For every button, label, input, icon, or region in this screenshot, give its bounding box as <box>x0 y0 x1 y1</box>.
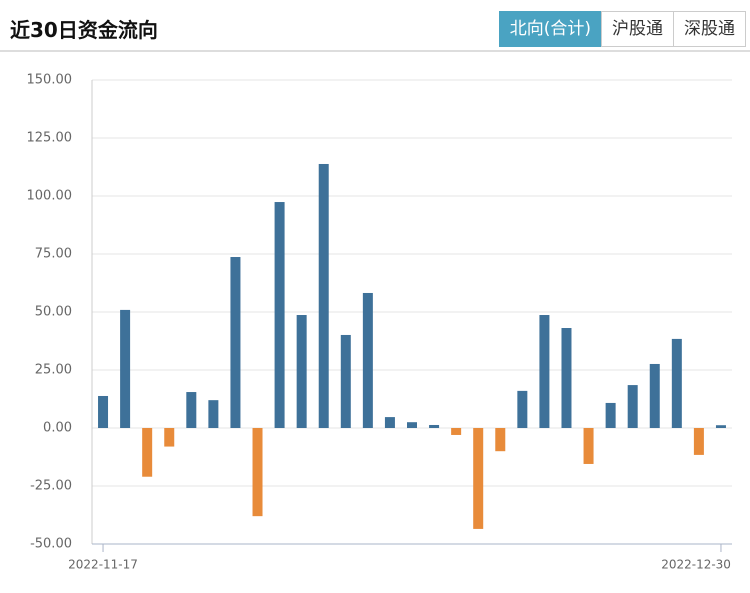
bar <box>517 390 528 428</box>
y-tick-label: -50.00 <box>30 537 72 552</box>
y-tick-label: 100.00 <box>27 189 73 204</box>
bar <box>693 428 704 455</box>
bar <box>230 257 241 428</box>
bar <box>473 428 484 529</box>
x-tick-label: 2022-12-30 <box>661 558 731 572</box>
bar <box>627 385 638 428</box>
tab[interactable]: 北向(合计) <box>498 11 602 47</box>
bar <box>407 422 417 428</box>
y-tick-label: 150.00 <box>27 73 73 88</box>
bar <box>429 424 440 428</box>
tab[interactable]: 深股通 <box>673 11 746 47</box>
y-tick-label: 0.00 <box>43 421 72 436</box>
bar <box>252 428 263 517</box>
y-tick-label: 125.00 <box>27 131 73 146</box>
bar <box>340 334 351 428</box>
bar <box>362 292 373 428</box>
bar <box>142 428 153 477</box>
bar <box>451 428 462 435</box>
bar <box>384 417 395 428</box>
bar <box>318 163 329 428</box>
tab[interactable]: 沪股通 <box>601 11 674 47</box>
y-tick-label: 75.00 <box>35 247 72 262</box>
bar <box>120 309 131 428</box>
header: 近30日资金流向 北向(合计) 沪股通 深股通 <box>0 0 750 52</box>
y-tick-label: 50.00 <box>35 305 72 320</box>
bar <box>164 428 175 447</box>
y-tick-label: 25.00 <box>35 363 72 378</box>
title: 近30日资金流向 <box>10 18 158 42</box>
bar <box>274 202 285 428</box>
bar <box>715 425 726 428</box>
bar <box>649 363 660 428</box>
x-tick-label: 2022-11-17 <box>68 558 138 572</box>
bar <box>296 315 307 428</box>
bar <box>186 392 197 428</box>
bar <box>98 395 109 428</box>
bar <box>583 428 594 464</box>
bar <box>495 428 506 452</box>
tab-bar: 北向(合计) 沪股通 深股通 <box>498 11 746 47</box>
bar <box>605 402 616 428</box>
bar <box>671 338 682 428</box>
bar <box>208 400 219 428</box>
bar <box>539 315 550 428</box>
bar <box>561 328 572 428</box>
y-tick-label: -25.00 <box>30 479 72 494</box>
